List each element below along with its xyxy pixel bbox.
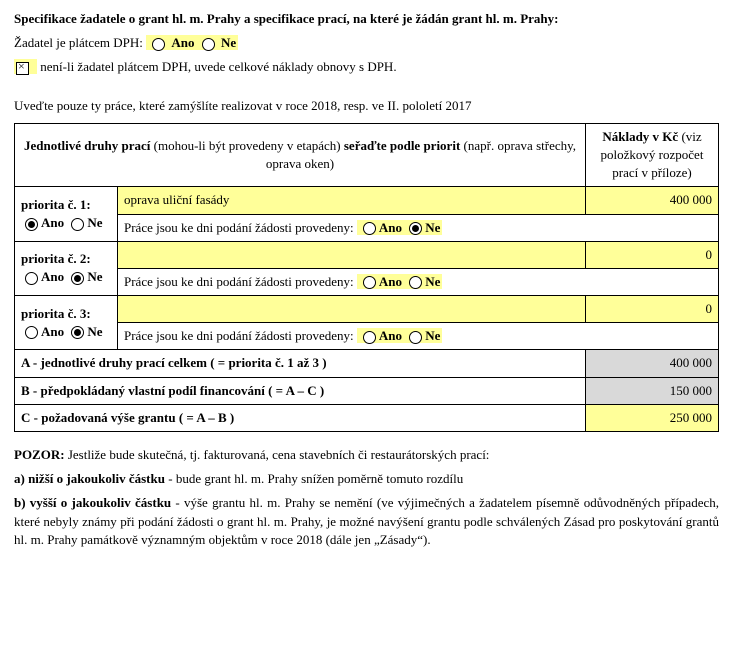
p2-cost[interactable]: 0 xyxy=(586,241,719,268)
row-b-val: 150 000 xyxy=(586,377,719,404)
pozor-label: POZOR: xyxy=(14,447,65,462)
p1-status-text: Práce jsou ke dni podání žádosti provede… xyxy=(124,220,354,235)
radio-p2-status-ne[interactable] xyxy=(409,276,422,289)
p3-status-ne: Ne xyxy=(425,328,440,343)
priority-1-cell: priorita č. 1: Ano Ne xyxy=(15,187,118,241)
instruction-text: Uveďte pouze ty práce, které zamýšlíte r… xyxy=(14,97,719,115)
radio-p1-ano[interactable] xyxy=(25,218,38,231)
p2-status-ne: Ne xyxy=(425,274,440,289)
p1-desc[interactable]: oprava uliční fasády xyxy=(118,187,586,214)
label-ne: Ne xyxy=(221,35,236,50)
radio-p3-ano[interactable] xyxy=(25,326,38,339)
header-right: Náklady v Kč (viz položkový rozpočet pra… xyxy=(586,123,719,187)
dph-label: Žadatel je plátcem DPH: xyxy=(14,35,143,50)
radio-p3-ne[interactable] xyxy=(71,326,84,339)
p3-status-ano: Ano xyxy=(379,328,402,343)
radio-dph-ne[interactable] xyxy=(202,38,215,51)
header-left-2: (mohou-li být provedeny v etapách) xyxy=(150,138,344,153)
radio-p3-status-ano[interactable] xyxy=(363,331,376,344)
p3-cost[interactable]: 0 xyxy=(586,296,719,323)
p3-ano-label: Ano xyxy=(41,324,64,339)
radio-p3-status-ne[interactable] xyxy=(409,331,422,344)
p1-status-ne: Ne xyxy=(425,220,440,235)
p2-status-ano: Ano xyxy=(379,274,402,289)
row-c-val[interactable]: 250 000 xyxy=(586,404,719,431)
dph-note-row: není-li žadatel plátcem DPH, uvede celko… xyxy=(14,58,719,76)
p1-ne-label: Ne xyxy=(87,215,102,230)
page-title: Specifikace žadatele o grant hl. m. Prah… xyxy=(14,10,719,28)
p1-status: Práce jsou ke dni podání žádosti provede… xyxy=(118,214,719,241)
dph-radio-group: Ano Ne xyxy=(146,35,238,50)
p3-status: Práce jsou ke dni podání žádosti provede… xyxy=(118,323,719,350)
checkbox-dph-note[interactable] xyxy=(16,62,29,75)
nizsi-label: a) nižší o jakoukoliv částku xyxy=(14,471,165,486)
radio-dph-ano[interactable] xyxy=(152,38,165,51)
notice-block: POZOR: Jestliže bude skutečná, tj. faktu… xyxy=(14,446,719,549)
priority-3-label: priorita č. 3: xyxy=(21,306,91,321)
header-left: Jednotlivé druhy prací (mohou-li být pro… xyxy=(15,123,586,187)
radio-p1-status-ano[interactable] xyxy=(363,222,376,235)
label-ano: Ano xyxy=(171,35,194,50)
p2-desc[interactable] xyxy=(118,241,586,268)
row-a-label: A - jednotlivé druhy prací celkem ( = pr… xyxy=(15,350,586,377)
p3-desc[interactable] xyxy=(118,296,586,323)
header-left-3: seřaďte podle priorit xyxy=(344,138,460,153)
p2-ano-label: Ano xyxy=(41,269,64,284)
priority-1-label: priorita č. 1: xyxy=(21,197,91,212)
radio-p1-ne[interactable] xyxy=(71,218,84,231)
p1-ano-label: Ano xyxy=(41,215,64,230)
header-right-1: Náklady v Kč xyxy=(602,129,678,144)
pozor-text: Jestliže bude skutečná, tj. fakturovaná,… xyxy=(65,447,490,462)
priority-3-cell: priorita č. 3: Ano Ne xyxy=(15,296,118,350)
p3-ne-label: Ne xyxy=(87,324,102,339)
p1-status-ano: Ano xyxy=(379,220,402,235)
priority-2-label: priorita č. 2: xyxy=(21,251,91,266)
row-c-label: C - požadovaná výše grantu ( = A – B ) xyxy=(15,404,586,431)
dph-row: Žadatel je plátcem DPH: Ano Ne xyxy=(14,34,719,52)
radio-p1-status-ne[interactable] xyxy=(409,222,422,235)
p2-status: Práce jsou ke dni podání žádosti provede… xyxy=(118,268,719,295)
p2-status-text: Práce jsou ke dni podání žádosti provede… xyxy=(124,274,354,289)
row-a-val: 400 000 xyxy=(586,350,719,377)
works-table: Jednotlivé druhy prací (mohou-li být pro… xyxy=(14,123,719,432)
dph-note-text: není-li žadatel plátcem DPH, uvede celko… xyxy=(40,59,396,74)
p3-status-text: Práce jsou ke dni podání žádosti provede… xyxy=(124,328,354,343)
row-b-label: B - předpokládaný vlastní podíl financov… xyxy=(15,377,586,404)
header-left-1: Jednotlivé druhy prací xyxy=(24,138,150,153)
vyssi-label: b) vyšší o jakoukoliv částku xyxy=(14,495,171,510)
p1-cost[interactable]: 400 000 xyxy=(586,187,719,214)
p2-ne-label: Ne xyxy=(87,269,102,284)
nizsi-text: - bude grant hl. m. Prahy snížen poměrně… xyxy=(165,471,463,486)
radio-p2-ano[interactable] xyxy=(25,272,38,285)
priority-2-cell: priorita č. 2: Ano Ne xyxy=(15,241,118,295)
radio-p2-status-ano[interactable] xyxy=(363,276,376,289)
radio-p2-ne[interactable] xyxy=(71,272,84,285)
